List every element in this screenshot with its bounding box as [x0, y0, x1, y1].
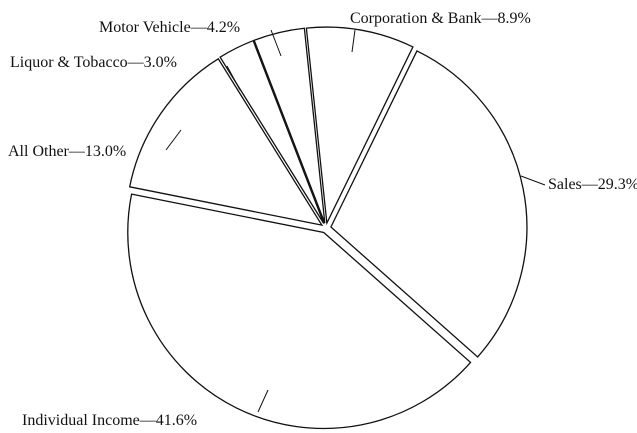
slice-label: All Other—13.0% [8, 143, 126, 160]
category-label: Liquor & Tobacco [10, 54, 128, 71]
value-label: 8.9% [498, 10, 531, 27]
separator: — [581, 176, 599, 193]
separator: — [139, 412, 157, 429]
slice-label: Corporation & Bank—8.9% [350, 10, 531, 27]
value-label: 4.2% [207, 19, 240, 36]
pie-slice [127, 193, 472, 430]
slice-label: Individual Income—41.6% [22, 412, 197, 429]
slice-label: Motor Vehicle—4.2% [99, 19, 240, 36]
slice-label: Liquor & Tobacco—3.0% [10, 54, 177, 71]
pie-slice [219, 39, 325, 224]
pie-slice [253, 27, 326, 224]
leader-line [351, 29, 356, 53]
leader-line [257, 389, 269, 413]
category-label: Motor Vehicle [99, 19, 191, 36]
category-label: All Other [8, 143, 70, 160]
slice-label: Sales—29.3% [548, 176, 637, 193]
category-label: Sales [548, 176, 582, 193]
category-label: Individual Income [22, 412, 140, 429]
separator: — [190, 19, 208, 36]
separator: — [68, 143, 86, 160]
value-label: 29.3% [598, 176, 637, 193]
pie-slice [128, 57, 324, 227]
separator: — [127, 54, 145, 71]
pie-slice [305, 26, 414, 226]
value-label: 3.0% [144, 54, 177, 71]
leader-line [270, 29, 282, 57]
leader-line [226, 65, 241, 91]
pie-slice [330, 50, 528, 358]
leader-line [520, 175, 546, 186]
leader-line [165, 129, 182, 151]
category-label: Corporation & Bank [350, 10, 482, 27]
value-label: 13.0% [85, 143, 126, 160]
separator: — [481, 10, 499, 27]
value-label: 41.6% [156, 412, 197, 429]
